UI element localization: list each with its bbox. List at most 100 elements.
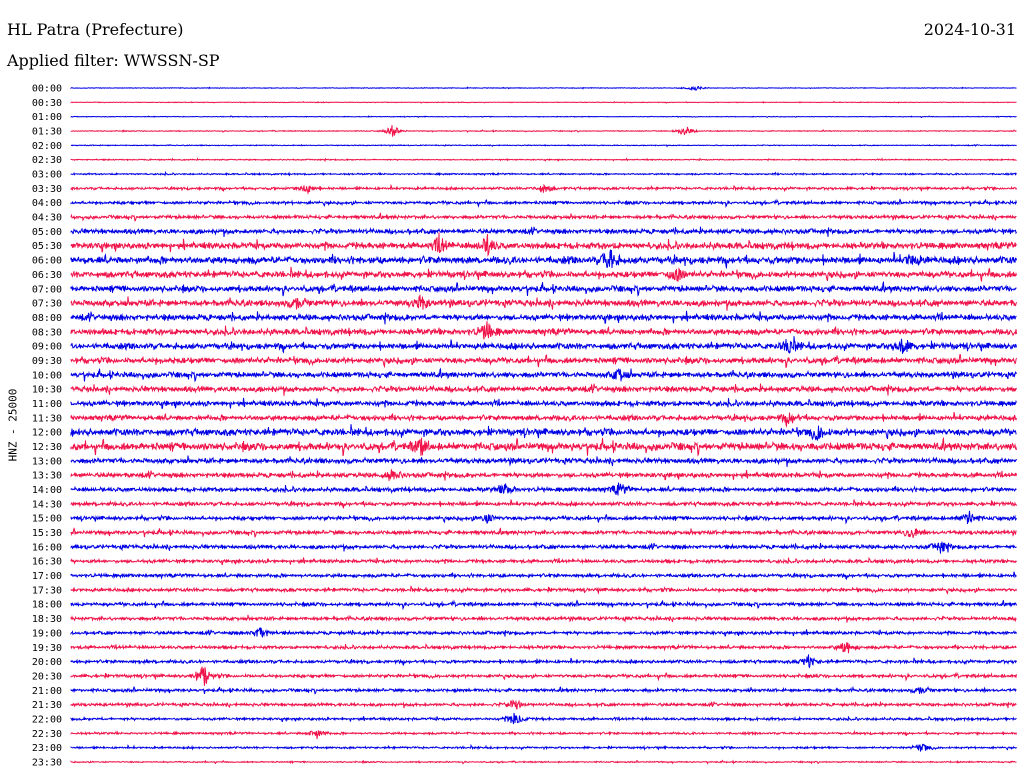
trace-row (70, 556, 1017, 565)
row-label: 18:30 (32, 614, 62, 625)
trace-row (70, 527, 1017, 538)
trace-row (70, 712, 1017, 725)
row-label: 11:30 (32, 413, 62, 424)
row-label: 07:30 (32, 299, 62, 310)
trace-row (70, 100, 1017, 104)
row-label: 09:30 (32, 356, 62, 367)
row-label: 00:30 (32, 98, 62, 109)
trace-row (70, 125, 1017, 137)
date-label: 2024-10-31 (923, 20, 1016, 39)
row-label: 21:30 (32, 700, 62, 711)
trace-row (70, 541, 1017, 554)
trace-row (70, 599, 1017, 611)
row-label: 03:30 (32, 184, 62, 195)
trace-row (70, 743, 1017, 752)
row-label: 17:00 (32, 571, 62, 582)
row-label: 12:30 (32, 442, 62, 453)
trace-row (70, 226, 1017, 238)
row-label: 00:00 (32, 84, 62, 95)
trace-row (70, 183, 1017, 195)
row-label: 18:00 (32, 600, 62, 611)
trace-row (70, 411, 1017, 428)
trace-row (70, 212, 1017, 222)
trace-row (70, 585, 1017, 595)
trace-row (70, 198, 1017, 208)
trace-row (70, 571, 1017, 580)
trace-row (70, 424, 1017, 441)
trace-row (70, 280, 1017, 297)
row-label: 04:00 (32, 198, 62, 209)
row-label: 15:00 (32, 514, 62, 525)
row-label: 01:30 (32, 127, 62, 138)
row-label: 14:00 (32, 485, 62, 496)
row-label: 06:30 (32, 270, 62, 281)
trace-row (70, 336, 1017, 354)
filter-label: Applied filter: WWSSN-SP (7, 51, 220, 70)
trace-row (70, 642, 1017, 654)
row-label: 14:30 (32, 499, 62, 510)
trace-row (70, 455, 1017, 467)
row-label: 07:00 (32, 284, 62, 295)
row-label: 21:00 (32, 686, 62, 697)
row-label: 22:30 (32, 729, 62, 740)
row-label: 13:30 (32, 471, 62, 482)
row-label: 20:30 (32, 671, 62, 682)
trace-row (70, 266, 1017, 282)
row-label: 08:30 (32, 327, 62, 338)
trace-row (70, 294, 1017, 311)
trace-row (70, 85, 1017, 92)
trace-row (70, 654, 1017, 669)
trace-row (70, 310, 1017, 325)
row-label: 12:00 (32, 428, 62, 439)
trace-row (70, 699, 1017, 710)
trace-row (70, 729, 1017, 740)
trace-row (70, 157, 1017, 163)
row-label: 02:30 (32, 155, 62, 166)
trace-row (70, 469, 1017, 481)
trace-row (70, 249, 1017, 270)
trace-row (70, 759, 1017, 765)
row-label: 19:30 (32, 643, 62, 654)
row-label: 01:00 (32, 112, 62, 123)
trace-row (70, 232, 1017, 257)
trace-row (70, 510, 1017, 525)
row-label: 23:00 (32, 743, 62, 754)
row-label: 10:00 (32, 370, 62, 381)
trace-row (70, 367, 1017, 383)
trace-row (70, 397, 1017, 409)
row-label: 13:00 (32, 456, 62, 467)
trace-row (70, 482, 1017, 496)
row-label: 09:00 (32, 342, 62, 353)
row-label: 05:30 (32, 241, 62, 252)
row-label: 06:00 (32, 256, 62, 267)
row-label: 16:30 (32, 557, 62, 568)
station-title: HL Patra (Prefecture) (7, 20, 184, 39)
trace-row (70, 143, 1017, 148)
trace-row (70, 436, 1017, 457)
trace-row (70, 115, 1017, 119)
row-label: 05:00 (32, 227, 62, 238)
row-label: 17:30 (32, 585, 62, 596)
row-label: 10:30 (32, 385, 62, 396)
trace-row (70, 321, 1017, 340)
row-label: 22:00 (32, 714, 62, 725)
row-label: 15:30 (32, 528, 62, 539)
row-label: 11:00 (32, 399, 62, 410)
row-label: 23:30 (32, 757, 62, 768)
trace-row (70, 353, 1017, 369)
row-label: 04:30 (32, 213, 62, 224)
row-label: 08:00 (32, 313, 62, 324)
trace-row (70, 383, 1017, 396)
trace-row (70, 614, 1017, 623)
trace-row (70, 627, 1017, 638)
row-label: 19:00 (32, 628, 62, 639)
trace-row (70, 685, 1017, 695)
trace-row (70, 170, 1017, 177)
row-label: 03:00 (32, 170, 62, 181)
trace-row (70, 499, 1017, 509)
trace-row (70, 666, 1017, 686)
row-label: 16:00 (32, 542, 62, 553)
row-label: 02:00 (32, 141, 62, 152)
row-label: 20:00 (32, 657, 62, 668)
